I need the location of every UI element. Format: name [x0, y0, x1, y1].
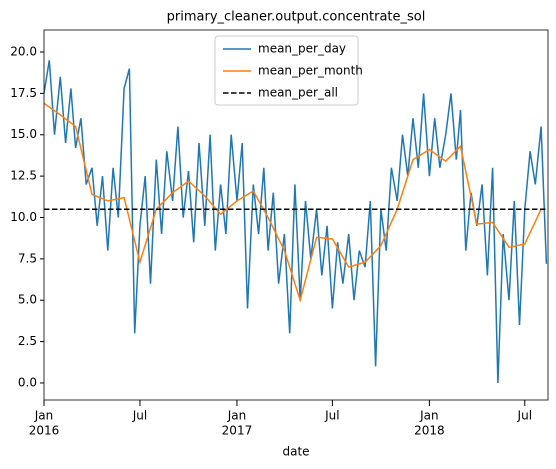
x-tick-label: Jan [227, 409, 247, 423]
line-mean-per-month [44, 102, 542, 303]
x-tick-sublabel: 2018 [414, 424, 445, 438]
axes-frame [43, 29, 549, 401]
y-tick-label: 12.5 [10, 169, 37, 183]
chart-title: primary_cleaner.output.concentrate_sol [167, 10, 426, 25]
x-tick-label: Jan [419, 409, 439, 423]
legend-box [214, 35, 359, 106]
y-tick-label: 15.0 [10, 127, 37, 141]
x-tick-sublabel: 2016 [29, 424, 60, 438]
plot-area [44, 60, 548, 384]
x-tick-label: Jul [517, 409, 532, 423]
y-tick-label: 5.0 [18, 293, 37, 307]
y-tick-label: 10.0 [10, 210, 37, 224]
legend-label: mean_per_month [258, 64, 363, 78]
y-tick-label: 0.0 [18, 375, 37, 389]
x-tick-label: Jul [324, 409, 339, 423]
legend-label: mean_per_day [258, 42, 346, 56]
y-tick-label: 7.5 [18, 251, 37, 265]
legend-label: mean_per_all [258, 86, 338, 100]
y-tick-label: 20.0 [10, 45, 37, 59]
y-tick-label: 17.5 [10, 86, 37, 100]
x-tick-label: Jan [34, 409, 54, 423]
y-tick-label: 2.5 [18, 334, 37, 348]
x-tick-sublabel: 2017 [222, 424, 253, 438]
x-tick-label: Jul [132, 409, 147, 423]
x-axis-label: date [282, 445, 309, 459]
